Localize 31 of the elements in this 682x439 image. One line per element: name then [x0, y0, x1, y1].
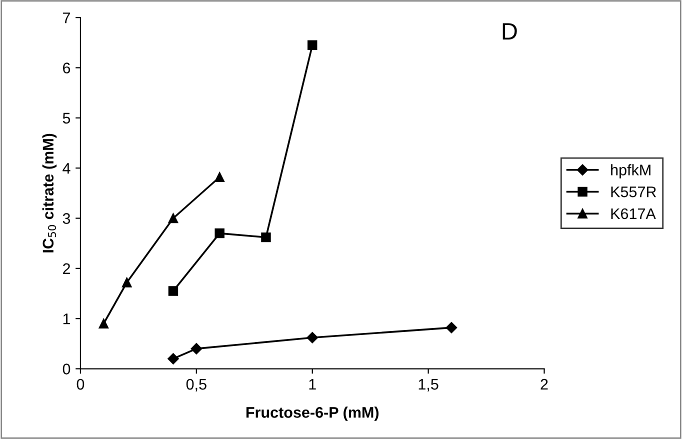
y-tick-label: 0	[62, 364, 70, 374]
x-axis-title: Fructose-6-P (mM)	[246, 406, 379, 421]
legend-label: hpfkM	[611, 164, 650, 178]
point	[307, 40, 318, 50]
y-tick-label: 5	[62, 112, 70, 124]
y-axis-title: IC$_{50}$ citrate (mM)	[42, 134, 57, 252]
y-tick-label: 6	[63, 62, 70, 74]
point	[122, 278, 132, 288]
legend-label: K557R	[611, 186, 656, 198]
point	[168, 353, 179, 364]
y-tick-label: 7	[63, 12, 70, 24]
point	[190, 343, 202, 354]
x-tick-label: 0,5	[186, 378, 206, 392]
point	[214, 172, 224, 182]
y-tick-label: 2	[63, 263, 70, 274]
x-tick-label: 2	[540, 378, 548, 390]
annotation: D	[502, 23, 517, 40]
point	[446, 322, 458, 334]
point	[168, 286, 178, 296]
x-tick-label: 0	[76, 378, 84, 390]
x-tick-label: 1,5	[418, 379, 438, 392]
point	[98, 318, 109, 328]
point	[306, 332, 318, 344]
y-tick-label: 3	[62, 213, 70, 224]
point	[168, 213, 178, 224]
y-tick-label: 1	[63, 314, 70, 324]
y-tick-label: 4	[62, 163, 70, 174]
x-tick-label: 1	[309, 379, 316, 390]
legend-label: K617A	[611, 208, 656, 220]
point	[261, 232, 271, 242]
point	[214, 228, 224, 238]
